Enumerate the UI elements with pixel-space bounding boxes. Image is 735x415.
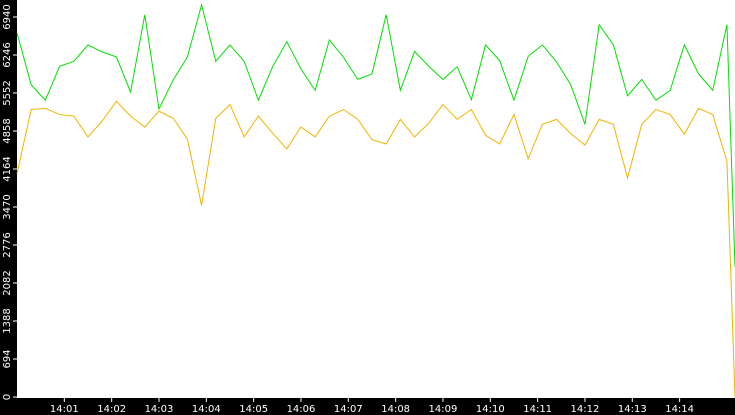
x-tick-label: 14:07	[334, 404, 363, 415]
x-axis-band	[0, 398, 735, 415]
x-tick-label: 14:02	[97, 404, 126, 415]
y-tick-label: 3470	[2, 194, 13, 219]
y-tick-label: 4858	[2, 118, 13, 143]
x-tick-label: 14:06	[287, 404, 316, 415]
y-tick-label: 1388	[2, 308, 13, 333]
y-tick-label: 6940	[2, 4, 13, 29]
x-tick-label: 14:13	[618, 404, 647, 415]
y-tick-label: 694	[2, 349, 13, 368]
y-tick-label: 2082	[2, 270, 13, 295]
y-tick-label: 4164	[2, 156, 13, 181]
x-tick-label: 14:11	[523, 404, 552, 415]
x-tick-label: 14:10	[476, 404, 505, 415]
x-tick-label: 14:08	[381, 404, 410, 415]
x-tick-label: 14:03	[145, 404, 174, 415]
x-tick-label: 14:12	[571, 404, 600, 415]
y-axis-band	[0, 0, 17, 415]
x-tick-label: 14:04	[192, 404, 221, 415]
x-tick-label: 14:14	[665, 404, 694, 415]
y-tick-label: 5552	[2, 80, 13, 105]
series-line	[16, 100, 735, 398]
y-tick-label: 0	[2, 394, 13, 400]
y-tick-label: 2776	[2, 232, 13, 257]
series-line	[16, 2, 735, 267]
x-tick-label: 14:05	[239, 404, 268, 415]
x-tick-label: 14:01	[50, 404, 79, 415]
y-tick-label: 6246	[2, 42, 13, 67]
x-tick-label: 14:09	[429, 404, 458, 415]
